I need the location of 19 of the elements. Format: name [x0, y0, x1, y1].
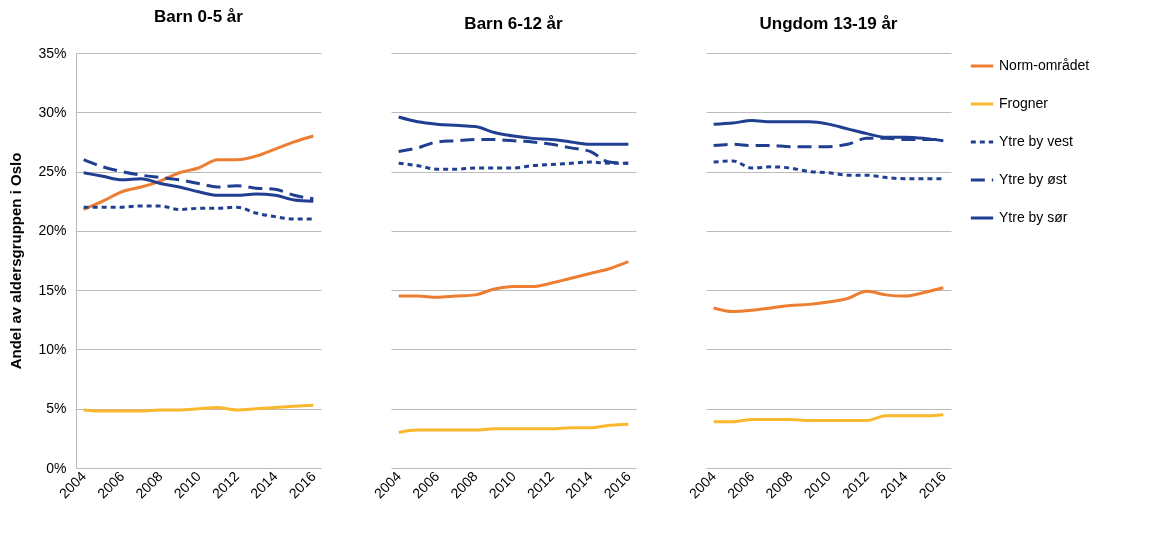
legend-label: Ytre by sør — [999, 209, 1068, 225]
y-axis-title: Andel av aldersgruppen i Oslo — [7, 152, 25, 370]
y-tick-label: 30% — [38, 103, 67, 120]
y-tick-label: 10% — [38, 340, 67, 357]
legend-label: Ytre by øst — [999, 171, 1067, 187]
y-tick-label: 35% — [38, 44, 67, 61]
y-tick-label: 5% — [46, 400, 67, 417]
legend-label: Ytre by vest — [999, 133, 1074, 149]
y-tick-label: 25% — [38, 163, 67, 180]
line-series — [82, 204, 315, 221]
chart-title: Ungdom 13-19 år — [759, 14, 898, 33]
legend-label: Norm-området — [999, 57, 1090, 73]
y-tick-label: 20% — [38, 222, 67, 239]
y-tick-label: 15% — [38, 281, 67, 298]
chart-title: Barn 0-5 år — [154, 7, 244, 26]
legend-label: Frogner — [999, 95, 1049, 111]
y-tick-label: 0% — [46, 459, 67, 476]
chart-title: Barn 6-12 år — [464, 14, 564, 33]
line-series — [82, 134, 315, 212]
